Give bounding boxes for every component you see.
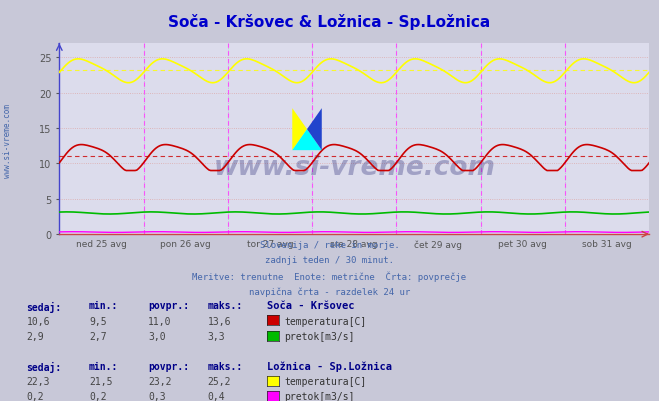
Polygon shape bbox=[293, 130, 322, 151]
Text: 21,5: 21,5 bbox=[89, 376, 113, 386]
Text: min.:: min.: bbox=[89, 301, 119, 311]
Polygon shape bbox=[293, 109, 307, 151]
Text: sedaj:: sedaj: bbox=[26, 361, 61, 372]
Text: www.si-vreme.com: www.si-vreme.com bbox=[214, 155, 495, 181]
Text: 3,3: 3,3 bbox=[208, 331, 225, 341]
Text: 23,2: 23,2 bbox=[148, 376, 172, 386]
Text: 11,0: 11,0 bbox=[148, 316, 172, 326]
Text: Soča - Kršovec: Soča - Kršovec bbox=[267, 301, 355, 311]
Text: Soča - Kršovec & Ložnica - Sp.Ložnica: Soča - Kršovec & Ložnica - Sp.Ložnica bbox=[169, 14, 490, 30]
Text: 9,5: 9,5 bbox=[89, 316, 107, 326]
Text: temperatura[C]: temperatura[C] bbox=[284, 316, 366, 326]
Text: 0,3: 0,3 bbox=[148, 391, 166, 401]
Text: 2,9: 2,9 bbox=[26, 331, 44, 341]
Text: 0,2: 0,2 bbox=[26, 391, 44, 401]
Text: navpična črta - razdelek 24 ur: navpična črta - razdelek 24 ur bbox=[249, 286, 410, 296]
Text: povpr.:: povpr.: bbox=[148, 301, 189, 311]
Text: pretok[m3/s]: pretok[m3/s] bbox=[284, 331, 355, 341]
Text: 3,0: 3,0 bbox=[148, 331, 166, 341]
Text: Ložnica - Sp.Ložnica: Ložnica - Sp.Ložnica bbox=[267, 361, 392, 371]
Text: 25,2: 25,2 bbox=[208, 376, 231, 386]
Text: 10,6: 10,6 bbox=[26, 316, 50, 326]
Text: maks.:: maks.: bbox=[208, 301, 243, 311]
Text: Meritve: trenutne  Enote: metrične  Črta: povprečje: Meritve: trenutne Enote: metrične Črta: … bbox=[192, 271, 467, 282]
Text: sedaj:: sedaj: bbox=[26, 301, 61, 312]
Text: 0,2: 0,2 bbox=[89, 391, 107, 401]
Text: pretok[m3/s]: pretok[m3/s] bbox=[284, 391, 355, 401]
Text: 22,3: 22,3 bbox=[26, 376, 50, 386]
Polygon shape bbox=[307, 109, 322, 151]
Text: min.:: min.: bbox=[89, 361, 119, 371]
Text: 2,7: 2,7 bbox=[89, 331, 107, 341]
Text: temperatura[C]: temperatura[C] bbox=[284, 376, 366, 386]
Text: 13,6: 13,6 bbox=[208, 316, 231, 326]
Text: Slovenija / reke in morje.: Slovenija / reke in morje. bbox=[260, 241, 399, 249]
Text: 0,4: 0,4 bbox=[208, 391, 225, 401]
Text: povpr.:: povpr.: bbox=[148, 361, 189, 371]
Text: www.si-vreme.com: www.si-vreme.com bbox=[3, 103, 13, 177]
Text: zadnji teden / 30 minut.: zadnji teden / 30 minut. bbox=[265, 256, 394, 265]
Text: maks.:: maks.: bbox=[208, 361, 243, 371]
